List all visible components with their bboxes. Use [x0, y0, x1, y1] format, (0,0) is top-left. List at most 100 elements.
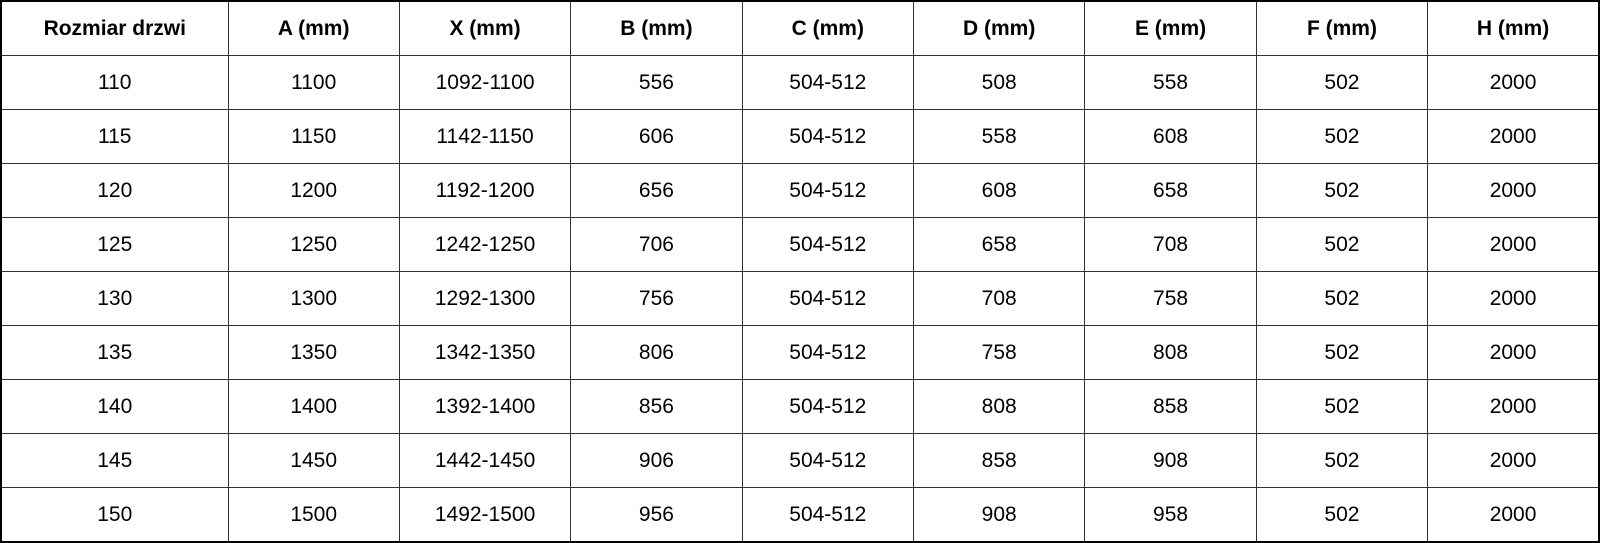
table-cell: 125 [0, 217, 229, 272]
table-cell: 504-512 [741, 55, 915, 110]
column-header: A (mm) [227, 0, 400, 56]
table-cell: 502 [1255, 163, 1429, 218]
table-row: 135 1350 1342-1350 806 504-512 758 808 502 2000 [0, 325, 1600, 380]
table-cell: 2000 [1427, 433, 1600, 488]
table-cell: 608 [912, 163, 1086, 218]
table-cell: 2000 [1427, 379, 1600, 434]
table-cell: 504-512 [741, 487, 915, 543]
table-cell: 1450 [227, 433, 400, 488]
table-cell: 956 [570, 487, 743, 543]
table-cell: 906 [570, 433, 743, 488]
table-row: 120 1200 1192-1200 656 504-512 608 658 502 2000 [0, 163, 1600, 218]
table-cell: 1192-1200 [398, 163, 572, 218]
table-cell: 135 [0, 325, 229, 380]
table-cell: 1200 [227, 163, 400, 218]
table-cell: 1092-1100 [398, 55, 572, 110]
table-cell: 558 [912, 109, 1086, 164]
table-cell: 504-512 [741, 379, 915, 434]
table-cell: 708 [1084, 217, 1257, 272]
table-cell: 1442-1450 [398, 433, 572, 488]
table-cell: 708 [912, 271, 1086, 326]
table-cell: 502 [1255, 325, 1429, 380]
table-cell: 504-512 [741, 271, 915, 326]
table-cell: 110 [0, 55, 229, 110]
table-row: 110 1100 1092-1100 556 504-512 508 558 502 2000 [0, 55, 1600, 110]
table-cell: 908 [912, 487, 1086, 543]
table-cell: 1492-1500 [398, 487, 572, 543]
table-cell: 706 [570, 217, 743, 272]
table-cell: 120 [0, 163, 229, 218]
table-cell: 658 [912, 217, 1086, 272]
table-cell: 1400 [227, 379, 400, 434]
table-cell: 1342-1350 [398, 325, 572, 380]
table-cell: 145 [0, 433, 229, 488]
table-cell: 1242-1250 [398, 217, 572, 272]
table-cell: 502 [1255, 271, 1429, 326]
table-cell: 2000 [1427, 325, 1600, 380]
table-cell: 1350 [227, 325, 400, 380]
table-cell: 502 [1255, 379, 1429, 434]
table-cell: 2000 [1427, 163, 1600, 218]
table-cell: 1300 [227, 271, 400, 326]
table-cell: 656 [570, 163, 743, 218]
header-row: Rozmiar drzwi A (mm) X (mm) B (mm) C (mm) D (… [0, 0, 1600, 56]
table-cell: 908 [1084, 433, 1257, 488]
table-row: 140 1400 1392-1400 856 504-512 808 858 502 2000 [0, 379, 1600, 434]
table-cell: 115 [0, 109, 229, 164]
table-cell: 502 [1255, 487, 1429, 543]
table-cell: 856 [570, 379, 743, 434]
table-cell: 1500 [227, 487, 400, 543]
table-row: 130 1300 1292-1300 756 504-512 708 758 502 2000 [0, 271, 1600, 326]
column-header: Rozmiar drzwi [0, 0, 229, 56]
table-cell: 2000 [1427, 55, 1600, 110]
table-cell: 508 [912, 55, 1086, 110]
table-cell: 1150 [227, 109, 400, 164]
table-cell: 858 [1084, 379, 1257, 434]
table-cell: 556 [570, 55, 743, 110]
table-cell: 150 [0, 487, 229, 543]
table-cell: 2000 [1427, 109, 1600, 164]
table-cell: 808 [1084, 325, 1257, 380]
table-cell: 1392-1400 [398, 379, 572, 434]
table-cell: 130 [0, 271, 229, 326]
table-cell: 504-512 [741, 217, 915, 272]
table-cell: 502 [1255, 433, 1429, 488]
table-row: 150 1500 1492-1500 956 504-512 908 958 502 2000 [0, 487, 1600, 543]
column-header: E (mm) [1084, 0, 1257, 56]
table-cell: 608 [1084, 109, 1257, 164]
table-cell: 1100 [227, 55, 400, 110]
table-cell: 858 [912, 433, 1086, 488]
column-header: B (mm) [570, 0, 743, 56]
table-cell: 808 [912, 379, 1086, 434]
table-row: 145 1450 1442-1450 906 504-512 858 908 502 2000 [0, 433, 1600, 488]
table-cell: 758 [912, 325, 1086, 380]
table-cell: 806 [570, 325, 743, 380]
table-cell: 2000 [1427, 271, 1600, 326]
column-header: X (mm) [398, 0, 572, 56]
table-cell: 504-512 [741, 433, 915, 488]
table-cell: 758 [1084, 271, 1257, 326]
table-cell: 502 [1255, 217, 1429, 272]
table-cell: 606 [570, 109, 743, 164]
table-cell: 1250 [227, 217, 400, 272]
table-cell: 1142-1150 [398, 109, 572, 164]
table-cell: 502 [1255, 109, 1429, 164]
table-cell: 558 [1084, 55, 1257, 110]
table-cell: 504-512 [741, 163, 915, 218]
table-cell: 504-512 [741, 325, 915, 380]
table-cell: 658 [1084, 163, 1257, 218]
table-cell: 140 [0, 379, 229, 434]
column-header: H (mm) [1427, 0, 1600, 56]
table-cell: 504-512 [741, 109, 915, 164]
table-cell: 1292-1300 [398, 271, 572, 326]
table-row: 125 1250 1242-1250 706 504-512 658 708 502 2000 [0, 217, 1600, 272]
column-header: F (mm) [1255, 0, 1429, 56]
table-row: 115 1150 1142-1150 606 504-512 558 608 502 2000 [0, 109, 1600, 164]
table-cell: 502 [1255, 55, 1429, 110]
column-header: C (mm) [741, 0, 915, 56]
table-cell: 756 [570, 271, 743, 326]
column-header: D (mm) [912, 0, 1086, 56]
table-cell: 958 [1084, 487, 1257, 543]
table-cell: 2000 [1427, 217, 1600, 272]
